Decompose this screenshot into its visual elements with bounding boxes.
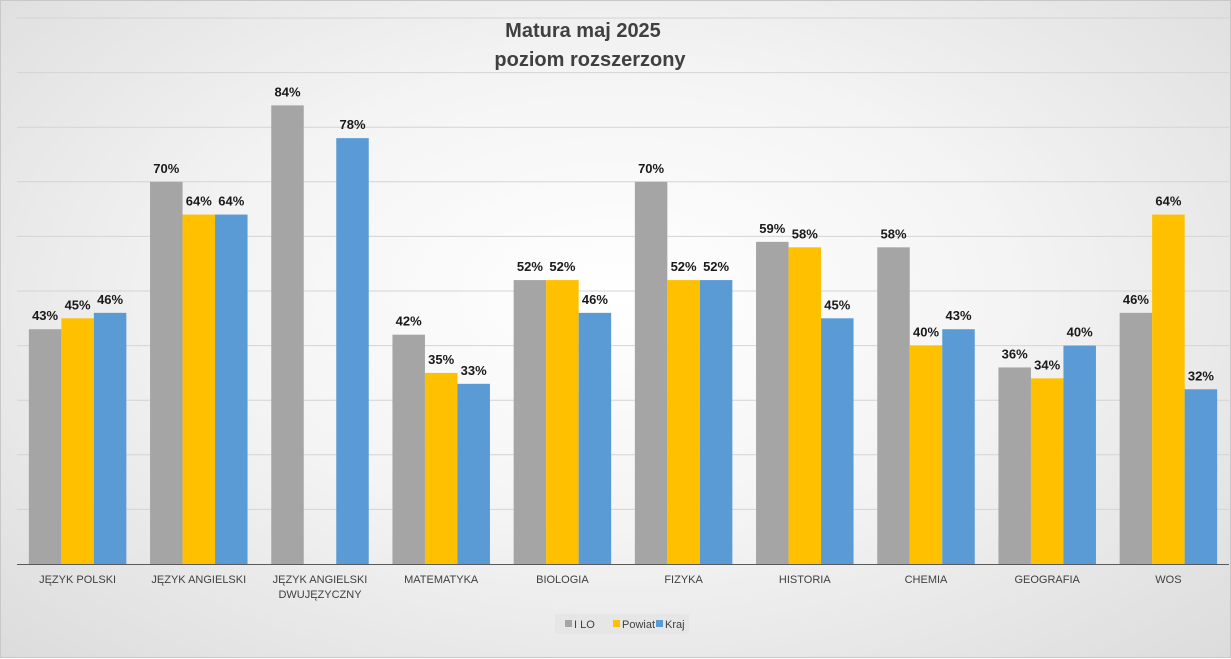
category-label: HISTORIA [779, 574, 831, 586]
data-label: 52% [549, 259, 575, 274]
x-axis: JĘZYK POLSKI JĘZYK ANGIELSKI JĘZYK ANGIELS… [17, 564, 1229, 601]
bar [336, 138, 369, 564]
chart-title-line-2: poziom rozszerzony [494, 49, 686, 71]
chart-title-line-1: Matura maj 2025 [505, 20, 661, 42]
bar [578, 312, 612, 564]
bar [546, 280, 579, 564]
bar [942, 329, 975, 564]
bar [392, 334, 425, 564]
legend-box [555, 614, 689, 634]
data-label: 78% [339, 117, 365, 132]
bars [28, 105, 1218, 565]
legend-swatch [565, 620, 572, 627]
category-label: JĘZYK POLSKI [39, 574, 116, 586]
bar [1030, 378, 1064, 564]
data-label: 59% [759, 221, 785, 236]
legend-swatch [656, 620, 663, 627]
bar [513, 280, 547, 564]
legend-label: Kraj [665, 619, 685, 631]
data-labels: 43% 45% 46% 70% 64% 64% 84% 78% 42% 35% 33% 52% 52% 4… [32, 84, 1214, 383]
bar [424, 372, 458, 564]
category-label: DWUJĘZYCZNY [278, 589, 362, 601]
bar [821, 318, 854, 564]
legend-label: Powiat [622, 619, 655, 631]
data-label: 52% [517, 259, 543, 274]
data-label: 58% [880, 226, 906, 241]
data-label: 34% [1034, 357, 1060, 372]
bar [756, 241, 789, 565]
category-label: JĘZYK ANGIELSKI [273, 574, 368, 586]
data-label: 42% [396, 314, 422, 329]
bar [998, 367, 1031, 564]
data-label: 43% [32, 308, 58, 323]
data-label: 58% [792, 226, 818, 241]
chart-title: Matura maj 2025 poziom rozszerzony [494, 20, 686, 71]
bar [877, 247, 910, 564]
data-label: 46% [97, 292, 123, 307]
data-label: 45% [824, 297, 850, 312]
data-label: 32% [1188, 368, 1214, 383]
data-label: 43% [945, 308, 971, 323]
bar [215, 214, 248, 564]
bar [28, 329, 62, 564]
bar [1119, 312, 1153, 564]
bar [271, 105, 304, 565]
legend: I LO Powiat Kraj [555, 614, 689, 634]
data-label: 84% [274, 84, 300, 99]
bar [182, 214, 216, 564]
data-label: 46% [1123, 292, 1149, 307]
data-label: 36% [1002, 346, 1028, 361]
data-label: 52% [703, 259, 729, 274]
bar [150, 181, 183, 565]
category-label: GEOGRAFIA [1014, 574, 1080, 586]
bar [909, 345, 943, 564]
data-label: 64% [218, 194, 244, 209]
data-label: 64% [1155, 194, 1181, 209]
data-label: 70% [638, 161, 664, 176]
category-label: WOS [1155, 574, 1181, 586]
category-label: CHEMIA [905, 574, 948, 586]
bar [1152, 214, 1185, 564]
data-label: 40% [913, 325, 939, 340]
bar [1184, 389, 1218, 564]
category-label: BIOLOGIA [536, 574, 589, 586]
bar [788, 247, 822, 564]
data-label: 52% [671, 259, 697, 274]
bar [457, 383, 490, 564]
bar [667, 280, 700, 564]
data-label: 64% [186, 194, 212, 209]
category-label: MATEMATYKA [404, 574, 479, 586]
data-label: 33% [461, 363, 487, 378]
data-label: 40% [1067, 325, 1093, 340]
category-label: JĘZYK ANGIELSKI [151, 574, 246, 586]
legend-label: I LO [574, 619, 595, 631]
bar [699, 280, 733, 564]
category-label: FIZYKA [664, 574, 703, 586]
bar [93, 312, 127, 564]
bar [61, 318, 94, 564]
data-label: 35% [428, 352, 454, 367]
data-label: 45% [65, 297, 91, 312]
bar [1063, 345, 1096, 564]
data-label: 70% [153, 161, 179, 176]
data-label: 46% [582, 292, 608, 307]
bar [634, 181, 668, 565]
legend-swatch [613, 620, 620, 627]
